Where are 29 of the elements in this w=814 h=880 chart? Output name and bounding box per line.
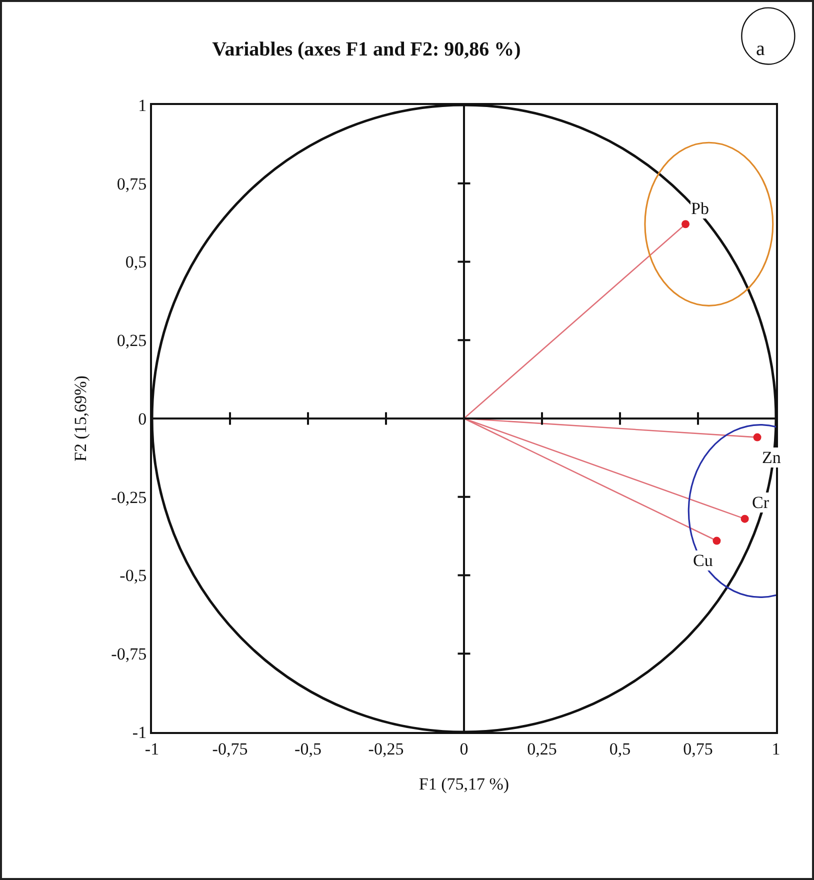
x-tick-label: -0,5: [294, 739, 322, 758]
point: [740, 514, 749, 523]
x-tick-label: -0,25: [368, 739, 404, 758]
y-tick-label: 0: [138, 409, 147, 428]
x-axis-title: F1 (75,17 %): [418, 774, 510, 794]
series-label: Zn: [762, 448, 782, 467]
x-tick-label: 0,25: [527, 739, 557, 758]
y-tick-label: 0,25: [116, 331, 147, 350]
x-tick-label: 0,75: [683, 739, 713, 758]
x-tick-label: 0: [460, 739, 468, 758]
x-tick-label: 1: [772, 739, 780, 758]
series-label: Cu: [693, 551, 714, 570]
x-tick-label: 0,5: [609, 739, 631, 758]
point: [712, 536, 721, 545]
y-tick-label: -0,75: [111, 644, 147, 664]
y-tick-label: -1: [132, 722, 147, 742]
x-tick-label: -0,75: [212, 739, 248, 758]
point: [753, 433, 762, 442]
series-label: Cr: [752, 493, 770, 512]
text: a: [756, 38, 765, 60]
y-tick-label: 0,75: [116, 174, 147, 194]
point: [682, 220, 690, 228]
y-tick-label: -0,25: [111, 488, 147, 507]
y-axis-title: F2 (15,69%): [71, 376, 90, 462]
chart-title: Variables (axes F1 and F2: 90,86 %): [212, 38, 521, 60]
series-label: Pb: [691, 199, 709, 218]
y-tick-label: 0,5: [125, 252, 147, 272]
y-tick-label: -0,5: [120, 566, 147, 586]
y-tick-label: 1: [138, 96, 147, 115]
